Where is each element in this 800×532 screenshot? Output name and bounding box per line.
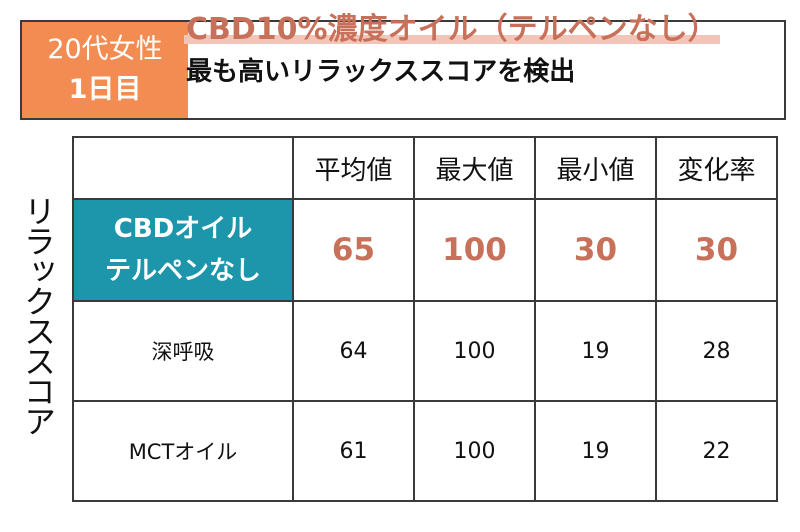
cell-cbd-max: 100 (413, 198, 536, 302)
table-header-row: 平均値 最大値 最小値 変化率 (72, 136, 778, 200)
row-label-mct-oil: MCTオイル (72, 400, 294, 502)
cell-deep-breathing-mean: 64 (292, 300, 415, 402)
cell-mct-oil-max: 100 (413, 400, 536, 502)
table-row-mct-oil: MCTオイル 61 100 19 22 (72, 400, 778, 502)
row-label-cbd-line2: テルペンなし (104, 256, 261, 286)
badge-day: 1日目 (68, 74, 142, 105)
column-header-change: 変化率 (655, 136, 778, 200)
table-row-cbd: CBDオイル テルペンなし 65 100 30 30 (72, 198, 778, 302)
cell-mct-oil-min: 19 (534, 400, 657, 502)
cell-cbd-min: 30 (534, 198, 657, 302)
subject-badge: 20代女性 1日目 (22, 22, 188, 118)
page-title-text: CBD10%濃度オイル（テルペンなし） (186, 12, 718, 47)
column-header-mean: 平均値 (292, 136, 415, 200)
cell-mct-oil-change: 22 (655, 400, 778, 502)
row-axis-label: リラックススコア (19, 195, 57, 435)
score-table: 平均値 最大値 最小値 変化率 CBDオイル テルペンなし 65 100 30 … (72, 136, 778, 502)
title-highlight (184, 35, 720, 44)
cell-deep-breathing-max: 100 (413, 300, 536, 402)
cell-cbd-mean: 65 (292, 198, 415, 302)
table-corner-cell (72, 136, 294, 200)
title-wrap: CBD10%濃度オイル（テルペンなし） (184, 10, 720, 50)
page-subtitle: 最も高いリラックススコアを検出 (186, 57, 576, 87)
cell-deep-breathing-change: 28 (655, 300, 778, 402)
cell-cbd-change: 30 (655, 198, 778, 302)
row-label-cbd: CBDオイル テルペンなし (72, 198, 294, 302)
badge-subject: 20代女性 (47, 34, 163, 65)
table-row-deep-breathing: 深呼吸 64 100 19 28 (72, 300, 778, 402)
page-title: CBD10%濃度オイル（テルペンなし） (184, 10, 720, 50)
column-header-max: 最大値 (413, 136, 536, 200)
row-label-cbd-line1: CBDオイル (113, 214, 253, 244)
cell-mct-oil-mean: 61 (292, 400, 415, 502)
row-label-deep-breathing: 深呼吸 (72, 300, 294, 402)
cell-deep-breathing-min: 19 (534, 300, 657, 402)
column-header-min: 最小値 (534, 136, 657, 200)
